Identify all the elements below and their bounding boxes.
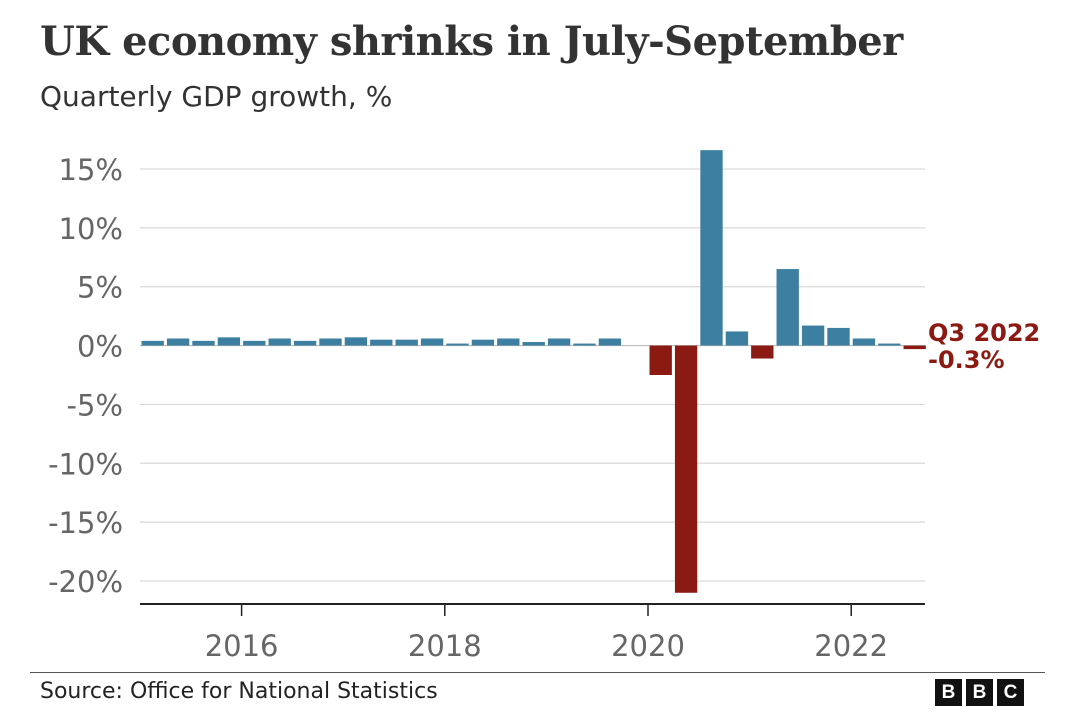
gdp-bar — [649, 345, 672, 375]
gdp-bar — [751, 345, 774, 359]
chart-title: UK economy shrinks in July-September — [40, 18, 903, 65]
y-tick-label: -20% — [48, 565, 123, 599]
bbc-logo: B B C — [935, 679, 1024, 706]
bbc-logo-letter-1: B — [935, 679, 962, 706]
gdp-bar — [573, 343, 596, 346]
gdp-bar — [903, 345, 926, 350]
gdp-bar — [166, 338, 190, 346]
y-tick-label: 5% — [77, 271, 123, 305]
chart-subtitle: Quarterly GDP growth, % — [40, 80, 393, 113]
gdp-bar — [776, 269, 799, 346]
gdp-bar — [243, 340, 266, 346]
y-tick-label: -5% — [67, 388, 123, 422]
y-tick-label: 10% — [59, 212, 123, 246]
gdp-bar — [217, 337, 241, 346]
gdp-bar — [852, 338, 876, 346]
x-tick-label: 2022 — [814, 629, 888, 660]
gdp-bar — [141, 340, 164, 346]
gdp-bar — [344, 337, 368, 346]
y-tick-label: 0% — [77, 330, 123, 364]
gdp-bar — [700, 150, 723, 346]
y-tick-label: -10% — [48, 447, 123, 481]
footer-divider — [30, 672, 1045, 673]
source-note: Source: Office for National Statistics — [40, 679, 438, 704]
x-tick-label: 2020 — [611, 629, 685, 660]
y-tick-label: -15% — [48, 506, 123, 540]
gdp-bar — [674, 345, 698, 593]
gdp-bar — [268, 338, 291, 346]
bbc-logo-letter-3: C — [997, 679, 1024, 706]
gdp-bar — [420, 338, 444, 346]
y-tick-label: 15% — [59, 153, 123, 187]
annotation-label: Q3 2022 — [928, 319, 1040, 347]
gdp-bar — [878, 343, 901, 346]
gdp-bar — [293, 340, 317, 346]
gdp-bar — [446, 343, 469, 346]
gdp-bar — [522, 342, 545, 346]
annotation-value: -0.3% — [928, 346, 1005, 374]
gdp-bar — [471, 339, 495, 346]
gdp-bar — [827, 327, 850, 346]
gdp-bar — [370, 339, 393, 346]
gdp-bar — [497, 338, 520, 346]
gdp-bar — [547, 338, 571, 346]
gdp-bar — [725, 331, 749, 346]
gdp-bar — [598, 338, 622, 346]
x-tick-label: 2016 — [205, 629, 279, 660]
gdp-growth-chart: 15% 10% 5% 0% -5% -10% -15% -20% 2016 2018 2020 202… — [48, 150, 1040, 660]
gdp-bar — [395, 339, 418, 346]
gdp-bar — [319, 338, 342, 346]
gdp-bar — [801, 325, 825, 346]
x-tick-label: 2018 — [408, 629, 482, 660]
bbc-logo-letter-2: B — [966, 679, 993, 706]
gdp-bar — [192, 340, 215, 346]
